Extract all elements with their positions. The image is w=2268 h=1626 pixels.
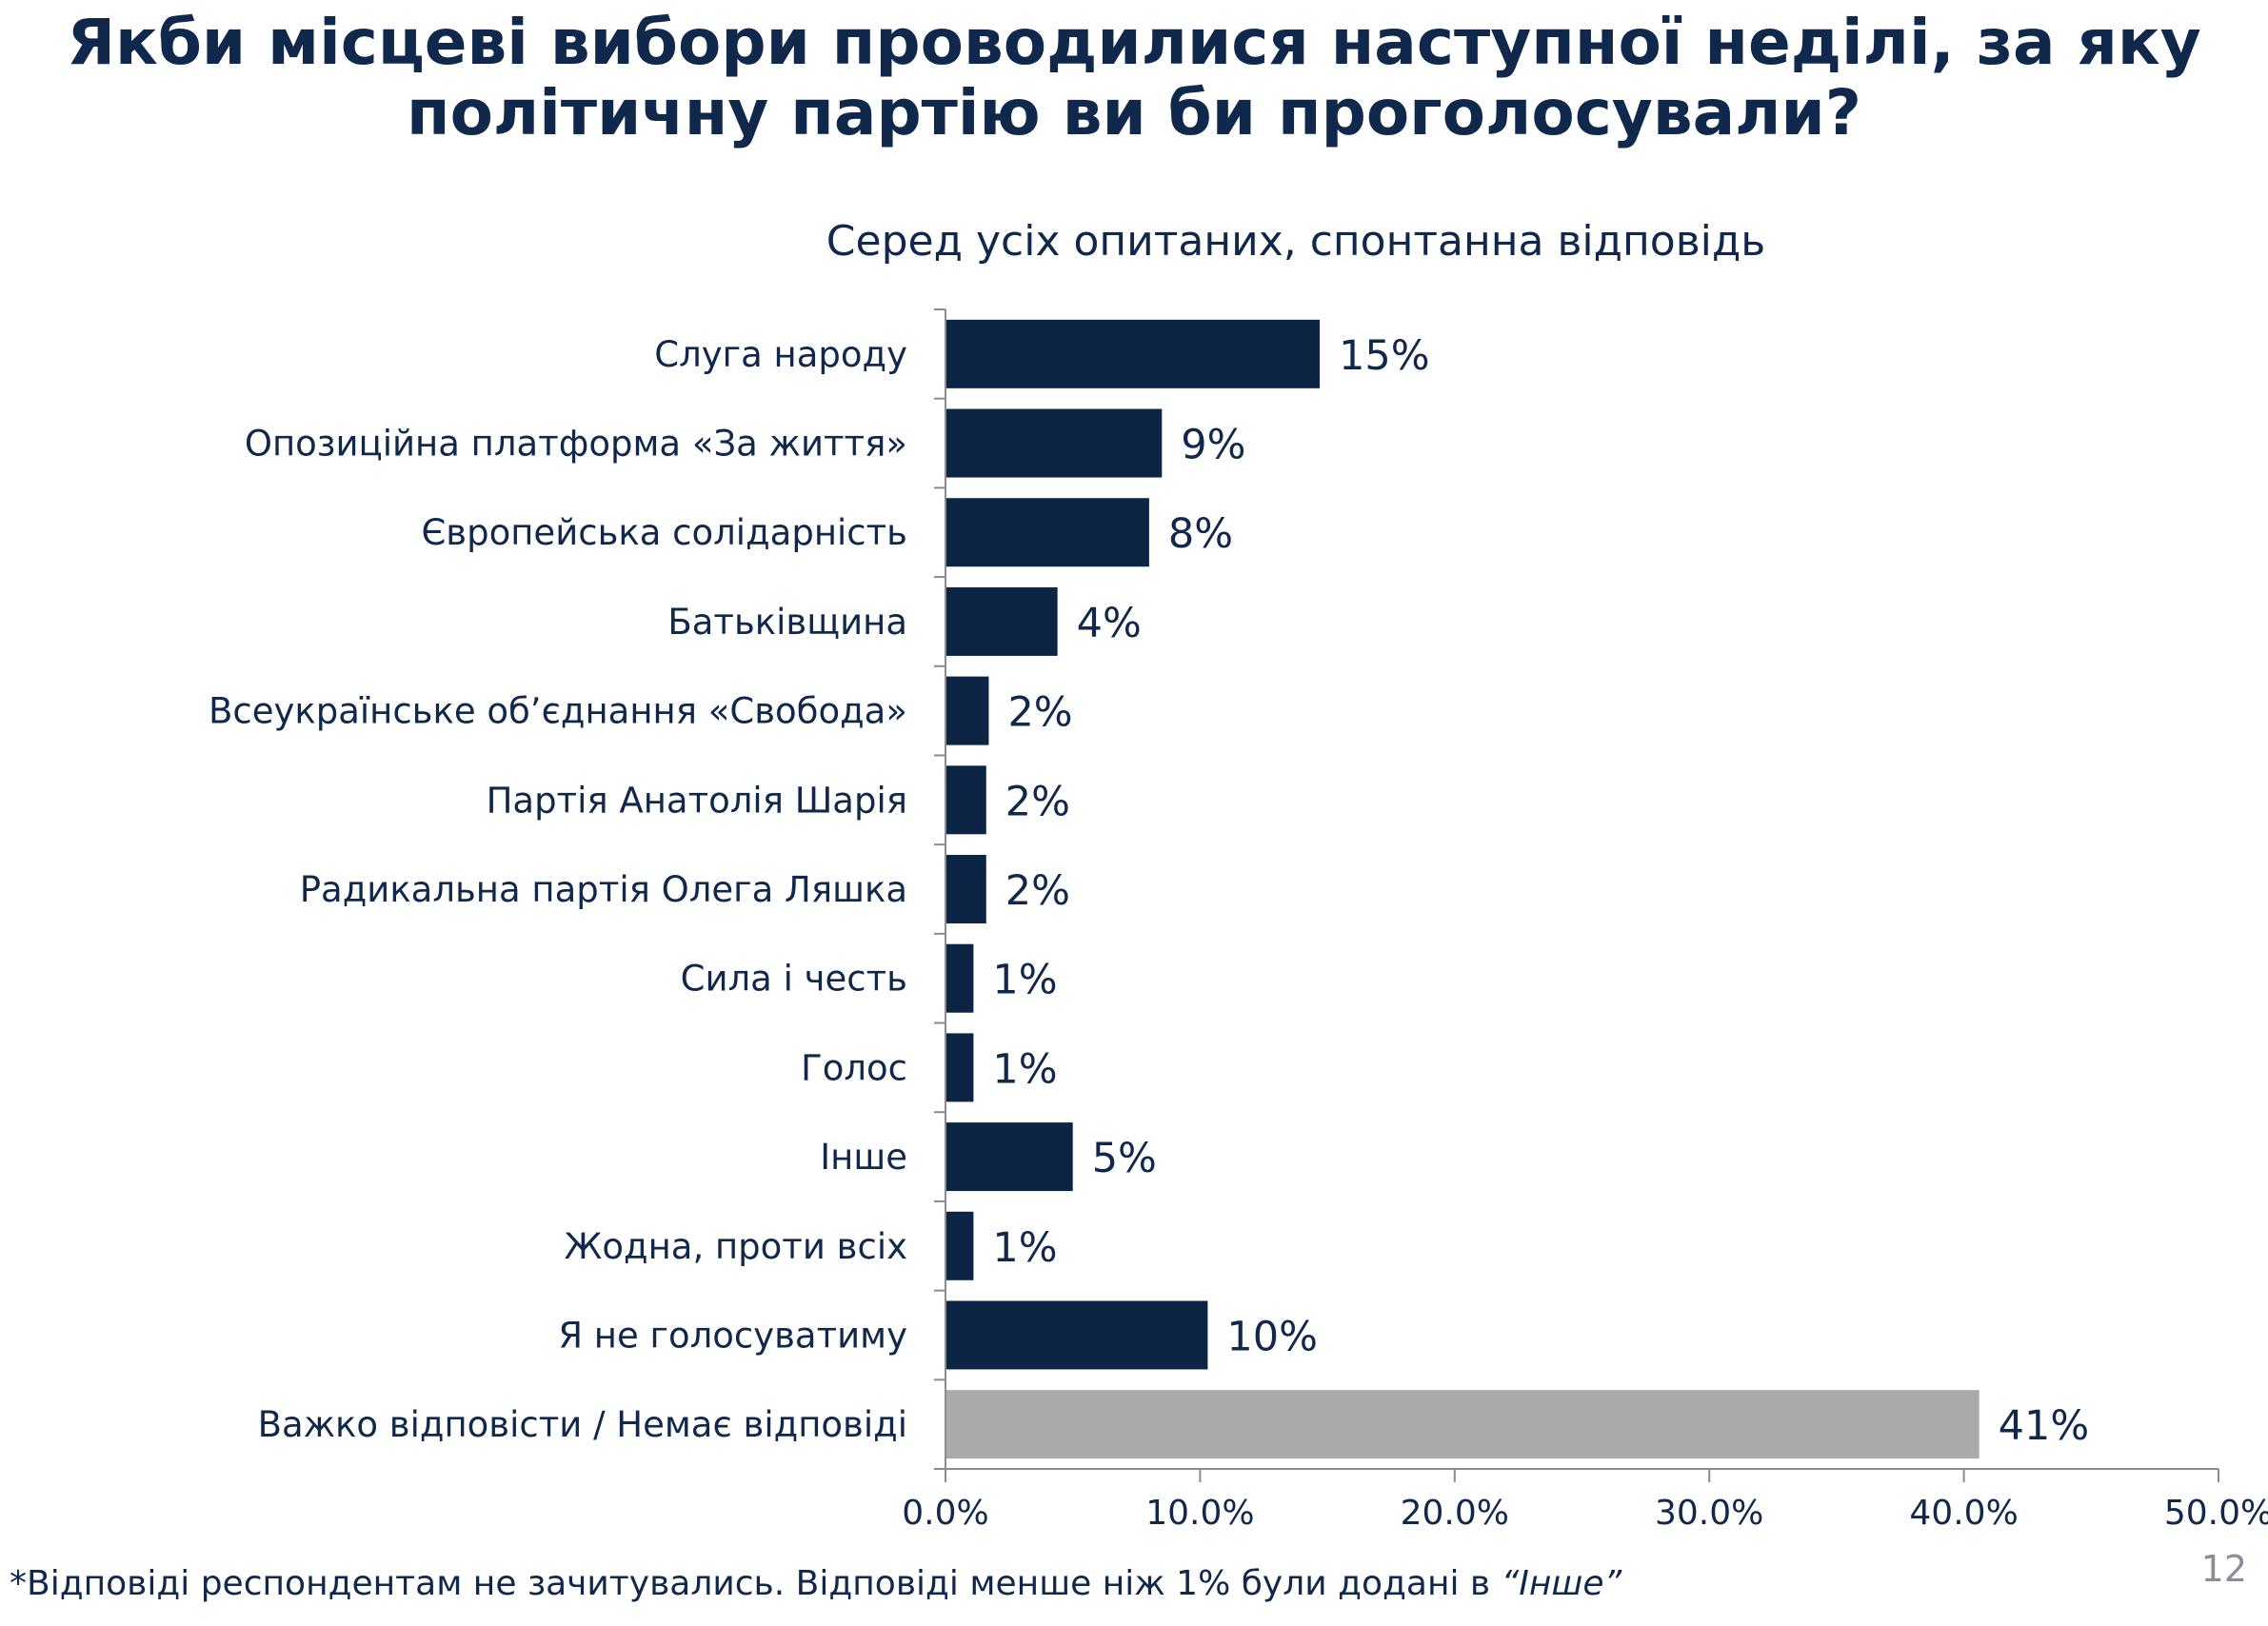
footnote: *Відповіді респондентам не зачитувались.…: [10, 1563, 1621, 1605]
x-tick-label: 40.0%: [1909, 1494, 2018, 1533]
category-label: Важко відповісти / Немає відповіді: [258, 1404, 907, 1445]
x-tick-label: 50.0%: [2164, 1494, 2268, 1533]
footnote-other-quote: “Інше”: [1501, 1564, 1622, 1603]
data-label: 1%: [992, 957, 1057, 1004]
bar: [946, 1033, 974, 1102]
data-label: 2%: [1007, 689, 1072, 737]
page-title: Якби місцеві вибори проводилися наступно…: [0, 8, 2268, 149]
bar: [946, 855, 986, 923]
bar: [946, 1211, 974, 1280]
bar: [946, 408, 1163, 478]
category-label: Радикальна партія Олега Ляшка: [300, 869, 907, 910]
footnote-main-text: *Відповіді респондентам не зачитувались.…: [10, 1564, 1502, 1603]
data-label: 4%: [1077, 600, 1142, 647]
data-label: 10%: [1226, 1313, 1318, 1360]
category-label: Партія Анатолія Шарія: [487, 780, 907, 821]
data-label: 2%: [1005, 778, 1070, 825]
category-label: Голос: [801, 1047, 907, 1088]
category-label: Всеукраїнське об’єднання «Свобода»: [209, 691, 907, 732]
bar: [946, 498, 1149, 567]
bar: [946, 943, 974, 1013]
bar: [946, 1300, 1208, 1370]
category-label: Жодна, проти всіх: [565, 1226, 907, 1267]
page-number: 12: [2200, 1548, 2247, 1590]
page-title-line-2: політичну партію ви би проголосували?: [406, 76, 1862, 149]
x-tick-label: 20.0%: [1401, 1494, 1509, 1533]
bar: [946, 1122, 1073, 1192]
bar: [946, 586, 1058, 656]
data-label: 8%: [1168, 510, 1233, 558]
page-title-line-1: Якби місцеві вибори проводилися наступно…: [67, 6, 2201, 79]
data-label: 15%: [1339, 332, 1430, 380]
bar: [946, 319, 1321, 388]
category-label: Слуга народу: [654, 334, 907, 375]
category-label: Європейська солідарність: [421, 512, 907, 553]
bar: [946, 676, 989, 745]
category-label: Батьківщина: [667, 602, 907, 643]
x-tick-label: 0.0%: [902, 1494, 988, 1533]
data-label: 2%: [1005, 867, 1070, 915]
bar: [946, 1390, 1980, 1459]
data-label: 9%: [1181, 422, 1245, 469]
x-tick-label: 30.0%: [1655, 1494, 1763, 1533]
data-label: 41%: [1999, 1402, 2090, 1450]
data-label: 1%: [992, 1224, 1057, 1272]
category-label: Сила і честь: [681, 959, 907, 1000]
chart-subtitle: Серед усіх опитаних, спонтанна відповідь: [826, 217, 1766, 266]
category-label: Опозиційна платформа «За життя»: [245, 424, 907, 465]
category-label: Я не голосуватиму: [558, 1315, 907, 1356]
bar: [946, 765, 986, 835]
data-label: 5%: [1092, 1135, 1157, 1182]
data-label: 1%: [992, 1045, 1057, 1093]
x-tick-label: 10.0%: [1145, 1494, 1254, 1533]
category-label: Інше: [820, 1137, 907, 1178]
